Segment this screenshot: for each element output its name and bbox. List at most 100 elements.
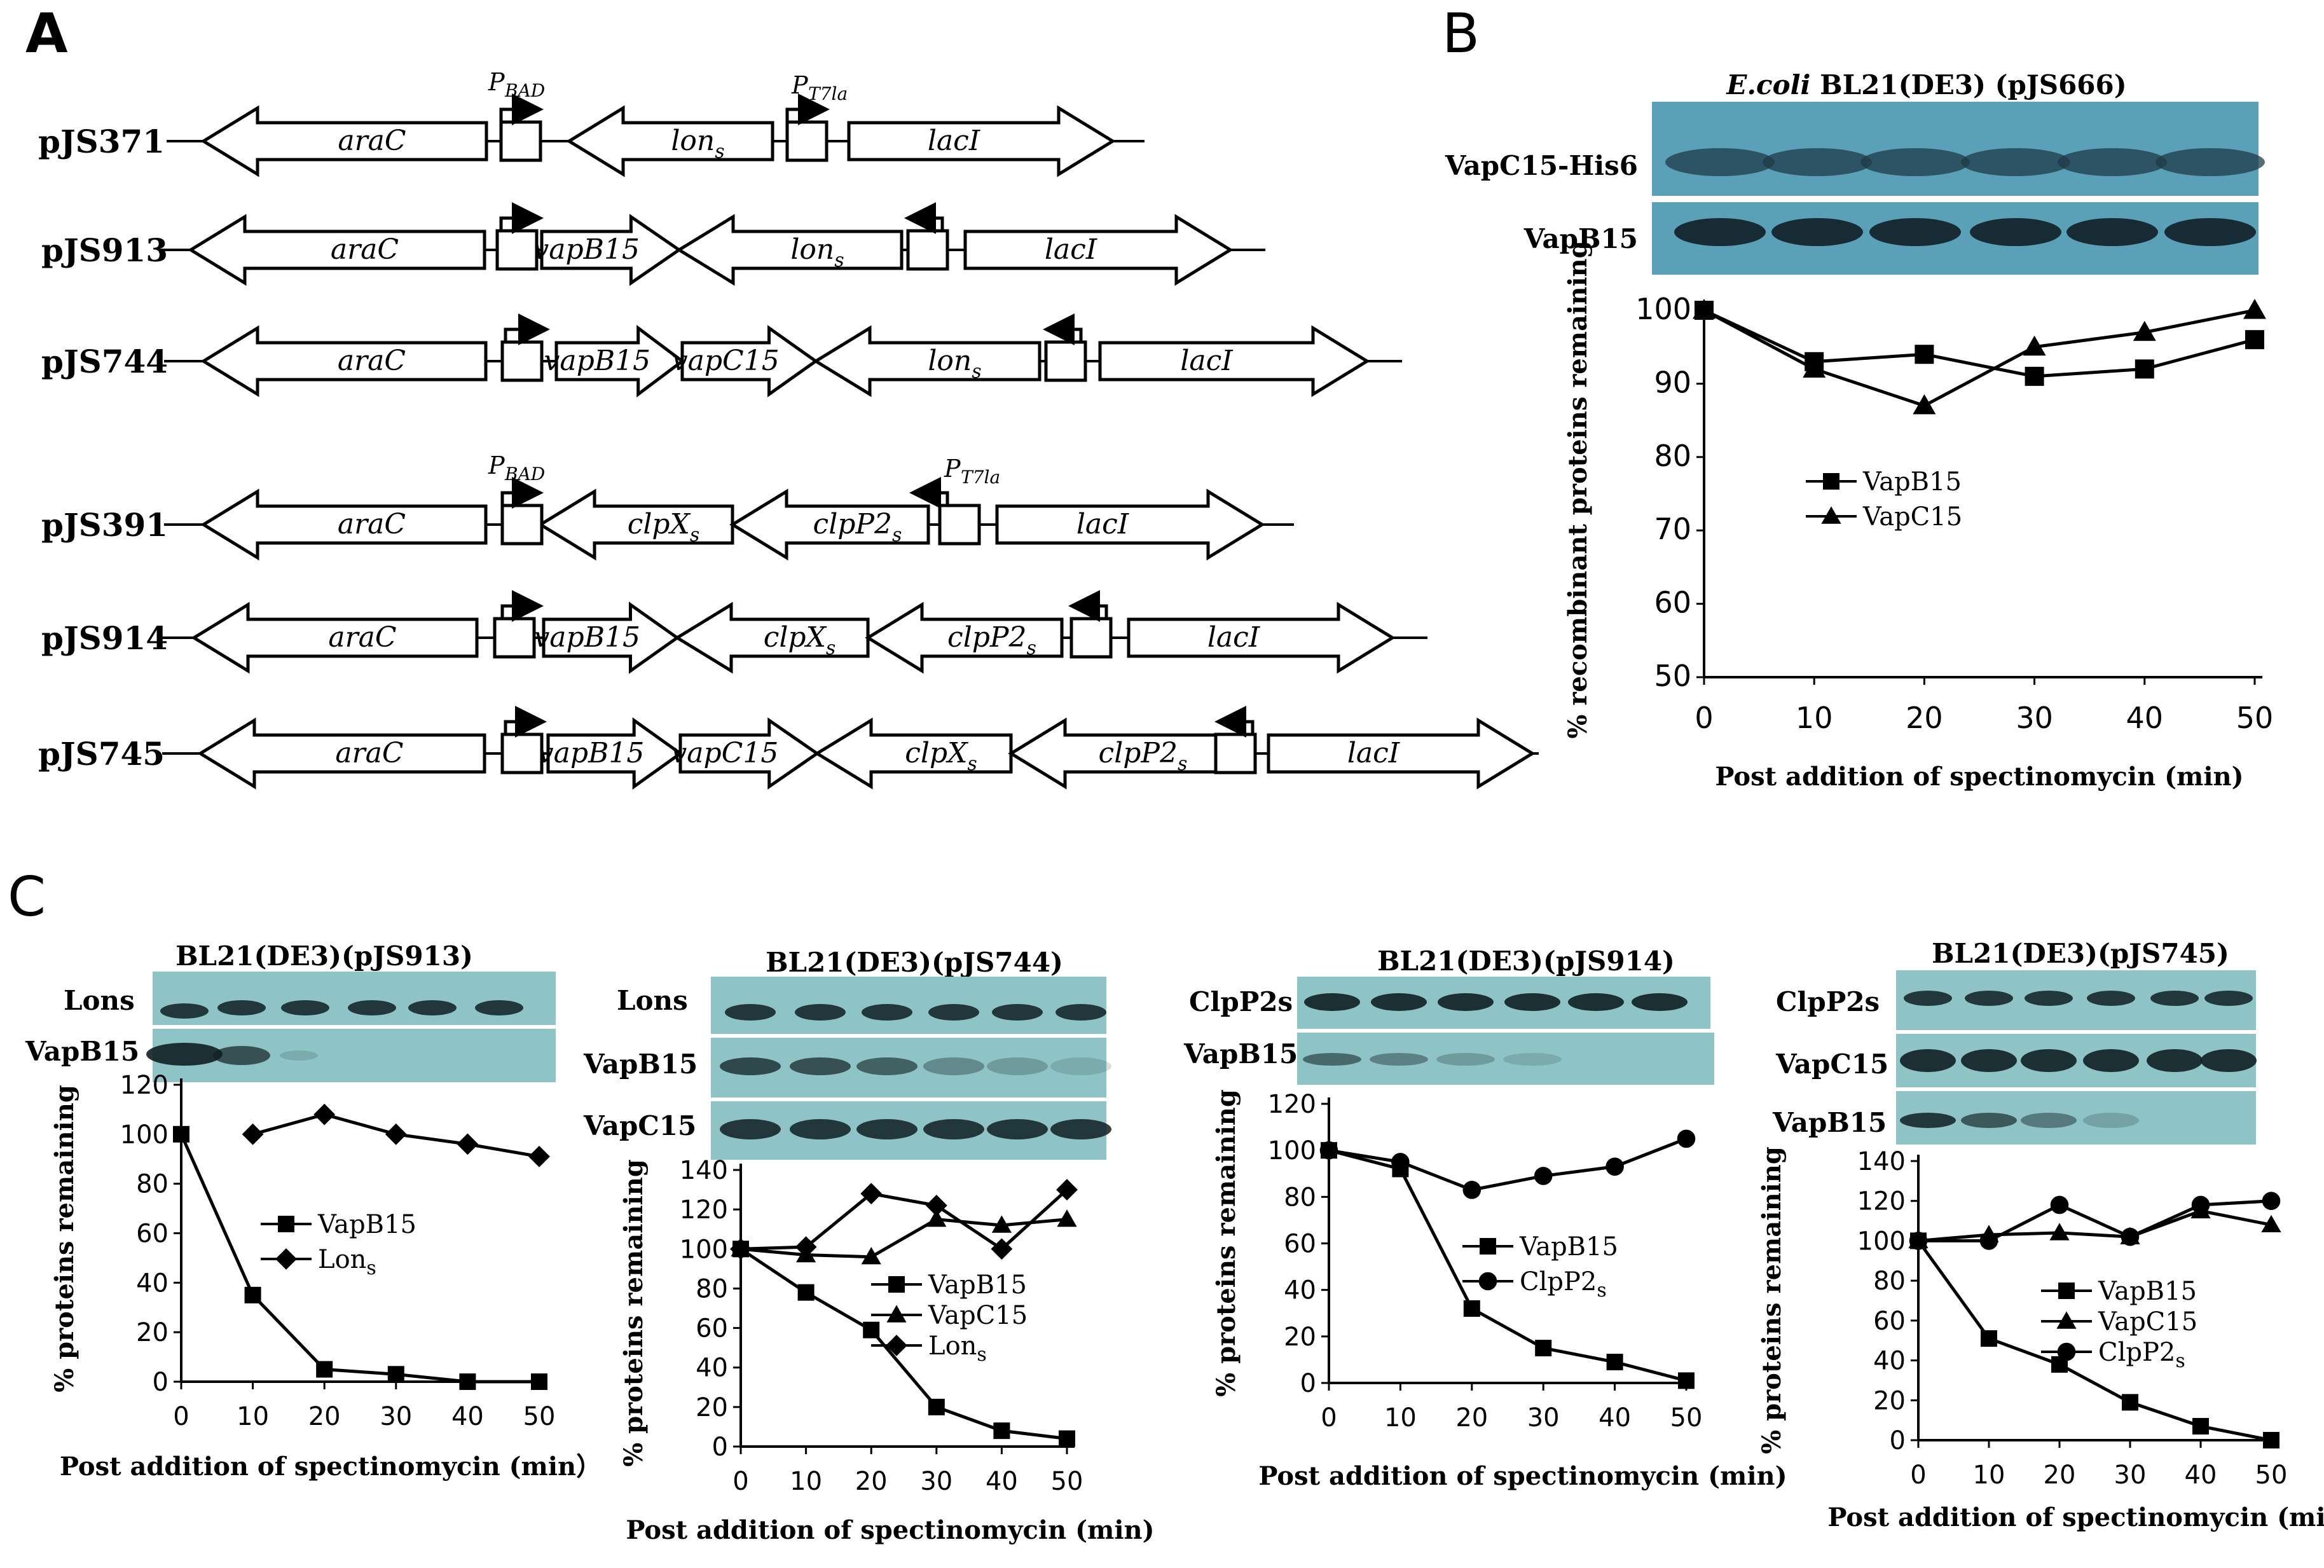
- gene-name: vapB15: [544, 345, 651, 377]
- blot-band: [987, 1119, 1048, 1139]
- x-tick-label: 0: [1695, 701, 1713, 735]
- x-axis-title: Post addition of spectinomycin (min): [1715, 762, 2243, 792]
- legend-marker: [1821, 506, 1841, 524]
- data-point-clpp2: [1534, 1167, 1553, 1185]
- y-tick-label: 60: [1873, 1307, 1906, 1336]
- gene-arrow: [197, 717, 486, 790]
- gene-label: vapB15: [544, 345, 651, 377]
- series-line-vapb15: [739, 1248, 1068, 1441]
- promoter-arrow: [785, 93, 830, 125]
- gene-subscript: s: [972, 361, 981, 383]
- data-point-clpp2: [1391, 1153, 1410, 1171]
- y-tick-label: 120: [120, 1071, 168, 1100]
- plasmid-name: pJS913: [41, 231, 168, 269]
- blot-band: [2058, 148, 2167, 176]
- gene-name: lon: [790, 233, 834, 266]
- blot-band: [1503, 1053, 1562, 1066]
- x-tick-label: 20: [1455, 1403, 1488, 1433]
- gene-label: lacI: [1076, 508, 1130, 540]
- legend-label-text: VapB15: [2098, 1277, 2197, 1306]
- blot-band: [2201, 1049, 2257, 1072]
- gene-label: vapB15: [533, 233, 640, 266]
- gene-label: vapC15: [672, 345, 780, 377]
- data-point-vapc15: [1693, 299, 1715, 319]
- plasmid-row-5: pJS914 araC vapB15 clpXs clpP2s lacI: [41, 590, 1427, 674]
- x-tick-label: 30: [1527, 1403, 1560, 1433]
- y-axis-title: % proteins remaining: [50, 1085, 79, 1393]
- gene-label: vapC15: [671, 737, 778, 769]
- panel-c3-blot: BL21(DE3)(pJS914) ClpP2s VapB15: [1183, 946, 1714, 1085]
- blot-band: [725, 1004, 776, 1021]
- plasmid-name: pJS914: [41, 619, 168, 657]
- gene-arrow: [729, 488, 930, 561]
- y-tick-label: 80: [136, 1170, 168, 1199]
- promoter-arrow: [909, 477, 949, 509]
- plasmid-row-2: pJS913 araC vapB15 lons lacI: [41, 202, 1265, 286]
- blot-band: [281, 1000, 329, 1015]
- promoter-arrow: [1214, 706, 1255, 738]
- panel-c2-band-label-1: Lons: [617, 985, 688, 1016]
- gene-name: vapB15: [533, 233, 640, 266]
- legend-label-text: VapC15: [928, 1301, 1028, 1330]
- legend-label: Lons: [318, 1245, 376, 1279]
- series-line-clpp2: [1328, 1137, 1687, 1192]
- gene-arrow: [200, 488, 488, 561]
- legend-label-text: Lon: [928, 1331, 977, 1361]
- series-line-lon: [740, 1188, 1068, 1251]
- gene-subscript: s: [1178, 753, 1187, 775]
- blot-band: [790, 1119, 851, 1139]
- panel-c1-blot-title: BL21(DE3)(pJS913): [175, 940, 473, 972]
- y-tick-label: 100: [1635, 292, 1691, 326]
- y-tick-label: 20: [1284, 1323, 1316, 1352]
- blot-band: [923, 1119, 984, 1139]
- promoter-pt7-label: P: [944, 455, 961, 483]
- gene-label: lacI: [1207, 621, 1261, 654]
- data-point-vapb15: [993, 1422, 1010, 1440]
- blot-band: [2204, 991, 2253, 1006]
- promoter-box: [500, 504, 544, 546]
- gene-name: clpP2: [947, 621, 1026, 654]
- legend-label: VapC15: [2098, 1307, 2197, 1337]
- blot-band: [862, 1004, 912, 1021]
- gene-name: lacI: [1347, 737, 1401, 769]
- y-tick-label: 100: [680, 1235, 728, 1264]
- data-point-vapc15: [2261, 1214, 2281, 1233]
- y-tick-label: 0: [712, 1433, 728, 1462]
- promoter-arrow: [500, 590, 544, 622]
- gene-arrow: [814, 717, 1013, 790]
- chart-c4: 0 20 40 60 80 100 120 140 0 10 20 30 40 50 Post additi…: [1757, 1146, 2324, 1532]
- plasmid-name: pJS744: [41, 343, 168, 380]
- gene-name: lacI: [1045, 233, 1098, 266]
- legend-label-text: VapB15: [1519, 1232, 1618, 1262]
- legend-label-subscript: s: [366, 1257, 376, 1279]
- x-tick-label: 10: [237, 1402, 269, 1431]
- gene-name: lacI: [1207, 621, 1261, 654]
- gene-label: lons: [928, 345, 981, 383]
- blot-band: [2021, 1113, 2077, 1128]
- data-point-vapc15: [2023, 335, 2046, 356]
- blot-band: [2083, 1049, 2139, 1072]
- panel-b-blot: E.coli BL21(DE3) (pJS666) VapC15-His6 Va…: [1445, 69, 2265, 275]
- series-line-vapb15: [1328, 1148, 1687, 1382]
- gene-label: lacI: [928, 125, 981, 157]
- panel-b-blot-title-italic: E.coli: [1726, 69, 1810, 100]
- chart-c2: 0 20 40 60 80 100 120 140 0 10 20 30 40 50 Post additi…: [619, 1156, 1155, 1545]
- promoter-pbad-label: P: [488, 68, 505, 96]
- promoter-box: [493, 617, 536, 659]
- gene-arrow: [1127, 602, 1396, 674]
- data-point-clpp2: [2121, 1227, 2140, 1246]
- blot-band: [2083, 1113, 2139, 1128]
- y-tick-label: 20: [1873, 1386, 1906, 1415]
- y-tick-label: 120: [680, 1195, 728, 1225]
- gene-name: araC: [338, 345, 406, 377]
- legend-label: VapB15: [317, 1210, 416, 1239]
- x-tick-label: 50: [2255, 1461, 2288, 1490]
- gene-arrow: [995, 488, 1265, 561]
- gene-subscript: s: [892, 524, 902, 546]
- data-point-vapb15: [1059, 1430, 1075, 1447]
- x-tick-label: 40: [1599, 1403, 1631, 1433]
- legend-label: VapB15: [1862, 467, 1962, 497]
- data-point-vapc15: [1913, 394, 1936, 415]
- blot-band: [795, 1004, 846, 1021]
